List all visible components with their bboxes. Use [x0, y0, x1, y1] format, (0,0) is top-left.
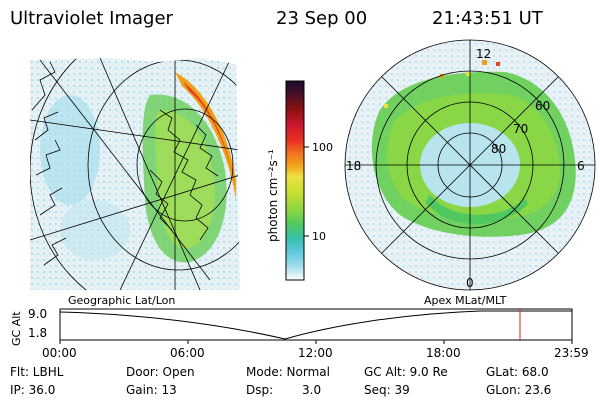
door-info: Door: Open [126, 365, 195, 379]
xtick-label: 12:00 [298, 346, 333, 360]
mode-info: Mode: Normal [246, 365, 330, 379]
graticule [30, 58, 240, 290]
ytick-label: 1.8 [28, 326, 47, 340]
cyan-patch [60, 200, 130, 260]
dsp-info-value: 3.0 [302, 383, 322, 397]
timeline-frame [59, 308, 573, 341]
colorbar: 100 10 photon cm⁻²s⁻¹ [266, 80, 333, 281]
gc-alt-info: GC Alt: 9.0 Re [364, 365, 448, 379]
xtick-label: 23:59 [554, 346, 589, 360]
altitude-curve [59, 310, 572, 340]
ytick-label: 9.0 [28, 307, 47, 321]
colorbar-tick-label: 100 [312, 141, 333, 154]
geographic-map [30, 58, 240, 290]
coastlines [31, 61, 219, 266]
timeline-ticks [59, 340, 573, 344]
xtick-label: 00:00 [42, 346, 77, 360]
xtick-label: 06:00 [170, 346, 205, 360]
left-panel-label: Geographic Lat/Lon [68, 294, 176, 307]
mlt-label-12: 12 [476, 47, 491, 61]
ip-info: IP: 36.0 [10, 383, 56, 397]
timeline-ylabel: GC Alt [10, 311, 23, 346]
hot-pixel [384, 104, 388, 108]
right-panel-label: Apex MLat/MLT [424, 294, 507, 307]
hot-pixel [440, 74, 444, 78]
mlt-label-6: 6 [577, 159, 585, 173]
night-arc [425, 195, 528, 225]
auroral-arc [175, 72, 236, 200]
lat-label-70: 70 [513, 122, 528, 136]
polar-grid [344, 39, 596, 291]
orbit-timeline: GC Alt 9.0 1.8 00:00 06:00 12:00 18:00 2… [10, 307, 589, 360]
mlt-label-0: 0 [466, 276, 474, 290]
gain-info: Gain: 13 [126, 383, 177, 397]
hot-pixel [496, 62, 500, 66]
time-label: 21:43:51 UT [432, 8, 543, 29]
colorbar-gradient [285, 80, 305, 281]
hot-pixel [482, 60, 487, 65]
instrument-title: Ultraviolet Imager [10, 8, 173, 29]
glon-info: GLon: 23.6 [486, 383, 552, 397]
mlt-label-18: 18 [346, 159, 361, 173]
lat-label-80: 80 [491, 142, 506, 156]
colorbar-unit: photon cm⁻²s⁻¹ [266, 149, 280, 242]
hot-pixel [466, 72, 470, 76]
glat-info: GLat: 68.0 [486, 365, 549, 379]
date-label: 23 Sep 00 [276, 8, 368, 29]
seq-info: Seq: 39 [364, 383, 410, 397]
polar-plot: 12 18 6 0 60 70 80 [344, 39, 596, 291]
dsp-info-label: Dsp: [246, 383, 274, 397]
colorbar-tick-label: 10 [312, 230, 326, 243]
lat-label-60: 60 [535, 99, 550, 113]
filter-info: Flt: LBHL [10, 365, 64, 379]
xtick-label: 18:00 [426, 346, 461, 360]
cyan-patch [40, 95, 100, 205]
